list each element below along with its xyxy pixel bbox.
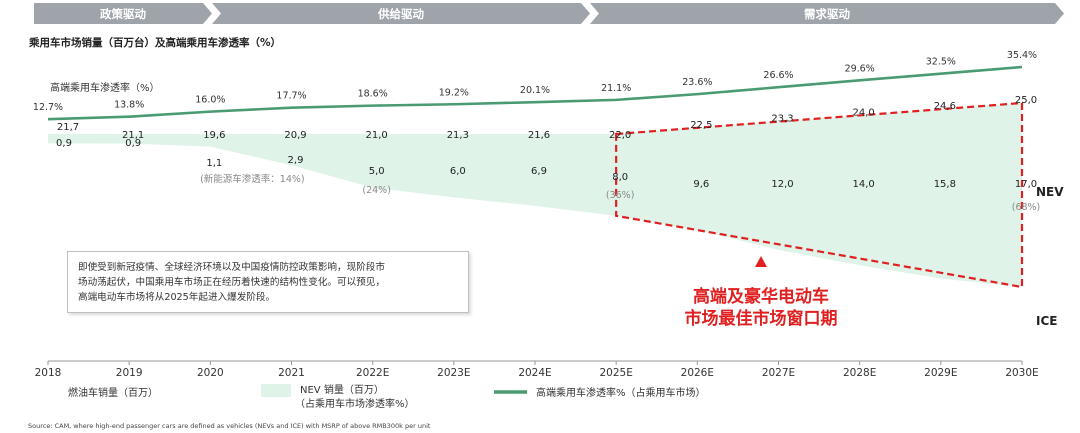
nev-sales-label: 2,9: [288, 155, 304, 166]
nev-share-label: (68%): [1012, 202, 1041, 213]
legend-ice-label: 燃油车销量（百万）: [68, 386, 158, 399]
phase-label-2: 供给驱动: [377, 7, 424, 21]
penetration-label: 20.1%: [520, 85, 550, 96]
nev-area-group: [48, 103, 1022, 287]
x-tick-label: 2021: [278, 367, 305, 379]
penetration-label: 35.4%: [1007, 50, 1037, 61]
penetration-line-group: [47, 65, 1023, 121]
legend-nev-swatch: [261, 384, 291, 397]
penetration-label: 23.6%: [682, 77, 712, 88]
penetration-label: 21.1%: [601, 83, 631, 94]
total-sales-label: 24,0: [853, 107, 875, 118]
nev-sales-label: 6,9: [531, 166, 547, 177]
commentary-line-3: 高端电动车市场将从2025年起进入爆发阶段。: [78, 292, 276, 303]
x-tick-label: 2027E: [762, 367, 795, 379]
total-sales-label: 24,6: [934, 101, 956, 112]
total-sales-label: 21,0: [366, 130, 388, 141]
nev-sales-label: 12,0: [771, 179, 793, 190]
nev-sales-label: 8,0: [612, 172, 628, 183]
data-labels: 12.7% 13.8% 16.0% 17.7% 18.6% 19.2% 20.1% 21.1%…: [33, 50, 1040, 213]
phase-chevron-3: [590, 3, 1064, 24]
x-tick-label: 2029E: [924, 367, 957, 379]
nev-sales-label: 6,0: [450, 166, 466, 177]
total-sales-label: 20,9: [284, 130, 306, 141]
total-sales-label: 21,3: [447, 130, 469, 141]
phase-label-1: 政策驱动: [100, 7, 146, 21]
x-axis: 2018 2019 2020 2021 2022E 2023E 2024E 2025E 2026…: [35, 360, 1039, 379]
total-sales-label: 23,3: [771, 114, 793, 125]
nev-sales-label: 9,6: [693, 179, 709, 190]
chart-title: 乘用车市场销量（百万台）及高端乘用车渗透率（%）: [28, 36, 281, 49]
ice-marker: ICE: [1036, 314, 1057, 328]
x-tick-label: 2023E: [437, 367, 470, 379]
commentary-box: 即使受到新冠疫情、全球经济环境以及中国疫情防控政策影响，现阶段市 场动荡起伏，中…: [67, 251, 469, 313]
x-tick-label: 2025E: [599, 367, 632, 379]
nev-marker: NEV: [1036, 185, 1064, 199]
phase-bar: 政策驱动 供给驱动 需求驱动: [34, 3, 1064, 24]
x-tick-label: 2030E: [1005, 367, 1038, 379]
x-tick-label: 2028E: [843, 367, 876, 379]
callout: 高端及豪华电动车 市场最佳市场窗口期: [685, 256, 838, 329]
nev-sales-label: 0,9: [125, 138, 141, 149]
penetration-label: 16.0%: [195, 95, 225, 106]
total-sales-label: 21,1: [122, 130, 144, 141]
total-sales-label: 21,7: [57, 122, 79, 133]
source-note: Source: CAM, where high-end passenger ca…: [28, 422, 431, 430]
nev-sales-label: 15,8: [934, 179, 956, 190]
legend-nev-label-1: NEV 销量（百万）: [300, 383, 384, 396]
nev-share-label: (36%): [606, 190, 635, 201]
penetration-label: 17.7%: [276, 91, 306, 102]
phase-label-3: 需求驱动: [804, 7, 850, 21]
nev-sales-label: 1,1: [206, 158, 222, 169]
phase-chevron-1: [34, 3, 212, 24]
callout-triangle-icon: [755, 256, 767, 267]
callout-line1: 高端及豪华电动车: [693, 286, 829, 307]
phase-chevron-2: [212, 3, 590, 24]
penetration-label: 13.8%: [114, 100, 144, 111]
penetration-label: 32.5%: [926, 57, 956, 68]
total-sales-label: 22,5: [690, 120, 712, 131]
total-sales-label: 19,6: [203, 130, 225, 141]
nev-sales-label: 17,0: [1015, 179, 1037, 190]
x-tick-label: 2024E: [518, 367, 551, 379]
x-tick-label: 2018: [35, 367, 62, 379]
penetration-label: 19.2%: [439, 87, 469, 98]
legend-line-label: 高端乘用车渗透率%（占乘用车市场）: [536, 386, 706, 399]
x-tick-label: 2019: [116, 367, 143, 379]
commentary-line-2: 场动荡起伏，中国乘用车市场正在经历着快速的结构性变化。可以预见，: [78, 277, 385, 288]
penetration-label: 26.6%: [763, 70, 793, 81]
total-sales-label: 22,0: [609, 130, 631, 141]
nev-share-label: (24%): [362, 185, 391, 196]
legend-nev-label-2: （占乘用车市场渗透率%）: [295, 397, 415, 410]
penetration-label: 12.7%: [33, 102, 63, 113]
legend: 燃油车销量（百万） NEV 销量（百万） （占乘用车市场渗透率%） 高端乘用车渗…: [68, 383, 706, 410]
penetration-label: 29.6%: [845, 63, 875, 74]
line-series-label: 高端乘用车渗透率（%）: [50, 81, 160, 94]
x-tick-label: 2022E: [356, 367, 389, 379]
nev-sales-label: 5,0: [369, 166, 385, 177]
penetration-line: [47, 65, 1023, 121]
nev-area: [48, 103, 1022, 287]
callout-line2: 市场最佳市场窗口期: [685, 308, 838, 329]
commentary-line-1: 即使受到新冠疫情、全球经济环境以及中国疫情防控政策影响，现阶段市: [78, 262, 385, 273]
nev-sales-label: 0,9: [56, 138, 72, 149]
x-tick-label: 2026E: [681, 367, 714, 379]
x-tick-label: 2020: [197, 367, 224, 379]
penetration-label: 18.6%: [358, 89, 388, 100]
total-sales-label: 21,6: [528, 130, 550, 141]
total-sales-label: 25,0: [1015, 95, 1037, 106]
nev-share-label: (新能源车渗透率：14%): [200, 173, 305, 185]
nev-sales-label: 14,0: [853, 179, 875, 190]
